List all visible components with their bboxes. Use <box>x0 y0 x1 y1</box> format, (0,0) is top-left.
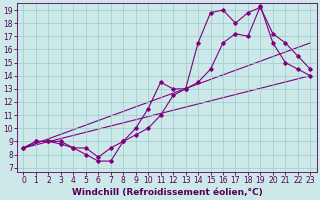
X-axis label: Windchill (Refroidissement éolien,°C): Windchill (Refroidissement éolien,°C) <box>72 188 262 197</box>
